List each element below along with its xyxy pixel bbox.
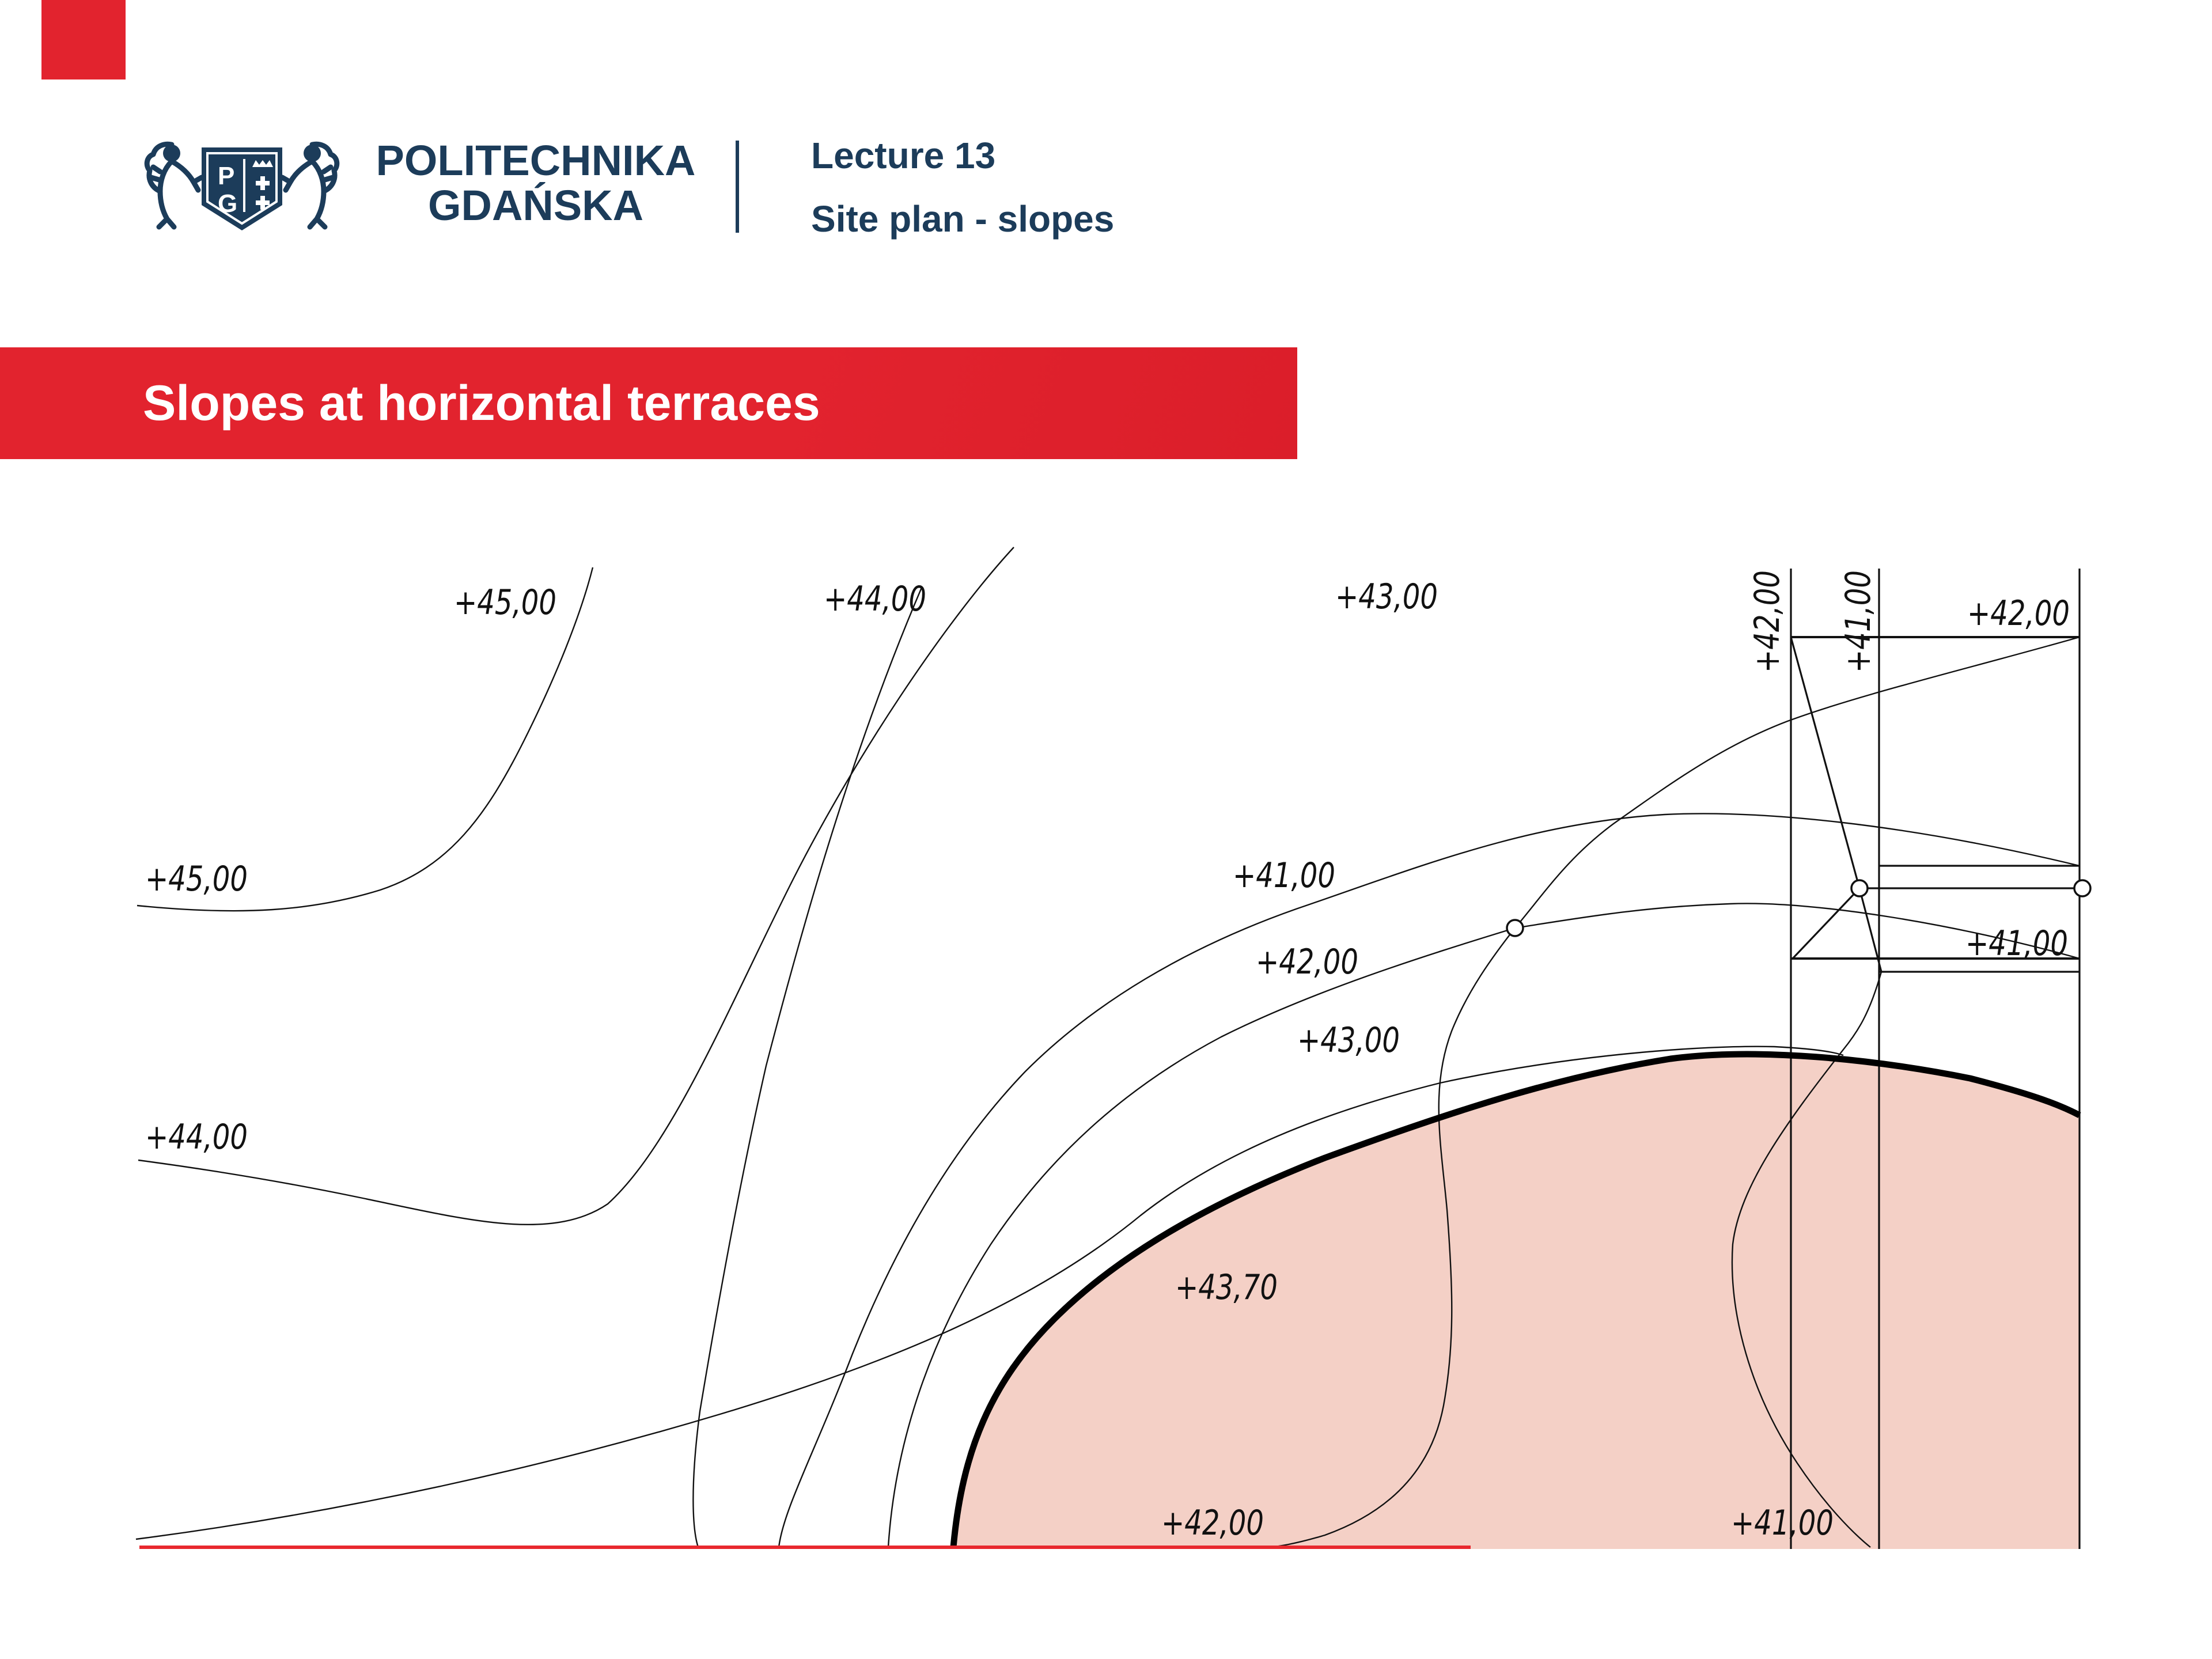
contour-44 [138,547,1014,1225]
terrace-boundary [950,1051,2081,1548]
contour-label-44-left: +44,00 [145,1117,248,1157]
contour-label-45-left: +45,00 [145,859,248,899]
node-circle-2 [1850,879,1869,897]
terrace-label-41-right: +41,00 [1965,923,2068,964]
terrace-area [953,1054,2080,1549]
contour-label-42-mid: +42,00 [1256,942,1358,982]
cross-icon [256,196,270,210]
slope-toe-42 [1264,636,2080,1548]
slope-edge-left [692,587,923,1548]
node-circles [1506,879,2092,937]
title-banner: Slopes at horizontal terraces [0,347,1297,459]
monogram-g: G [218,190,237,218]
monogram-p: P [218,162,234,190]
contour-43 [135,1046,1844,1540]
politechnika-gdanska-logo: P G [134,131,350,235]
crown-icon [252,160,273,167]
contour-label-41-mid: +41,00 [1233,855,1335,896]
contour-lines [135,547,2080,1548]
cross-icon [256,176,270,190]
node-circle-3 [2073,879,2092,897]
contour-label-43-mid: +43,00 [1297,1020,1400,1060]
contour-42 [887,903,2080,1548]
contour-label-44-top: +44,00 [824,579,926,619]
contour-label-42-bottom: +42,00 [1161,1503,1264,1543]
lecture-number: Lecture 13 [811,135,996,176]
terrace-spot-elevation: +43,70 [1175,1267,1278,1308]
node-circle-1 [1506,919,1524,937]
right-lion-icon [279,141,340,230]
terrace-label-41-bottom: +41,00 [1731,1503,1834,1543]
logo-crest-icon: P G [144,141,340,230]
contour-45 [137,567,594,912]
header-divider [736,141,739,233]
platform-lines [1790,569,2081,1549]
slide-title: Slopes at horizontal terraces [143,376,820,431]
slope-line-terrace [1731,971,1883,1548]
pg-shield-icon: P G [202,147,282,230]
slope-diagonal-short [1791,887,1861,960]
elevation-labels: +45,00 +44,00 +43,00 +42,00 +41,00 +42,0… [145,570,2070,1543]
contour-label-42-topright: +42,00 [1967,593,2070,634]
contour-label-45-top: +45,00 [454,582,556,623]
contour-41 [778,813,2080,1548]
left-lion-icon [144,141,204,230]
brand-name-line2: GDAŃSKA [427,181,644,229]
corner-red-mark [41,0,126,79]
slope-diagonal-long [1790,637,1883,972]
elev-label-41-rotated: +41,00 [1838,570,1878,673]
brand-name-line1: POLITECHNIKA [376,137,696,184]
lecture-topic: Site plan - slopes [811,198,1115,240]
elev-label-42-rotated: +42,00 [1747,570,1787,673]
contour-label-43-top: +43,00 [1335,577,1438,617]
